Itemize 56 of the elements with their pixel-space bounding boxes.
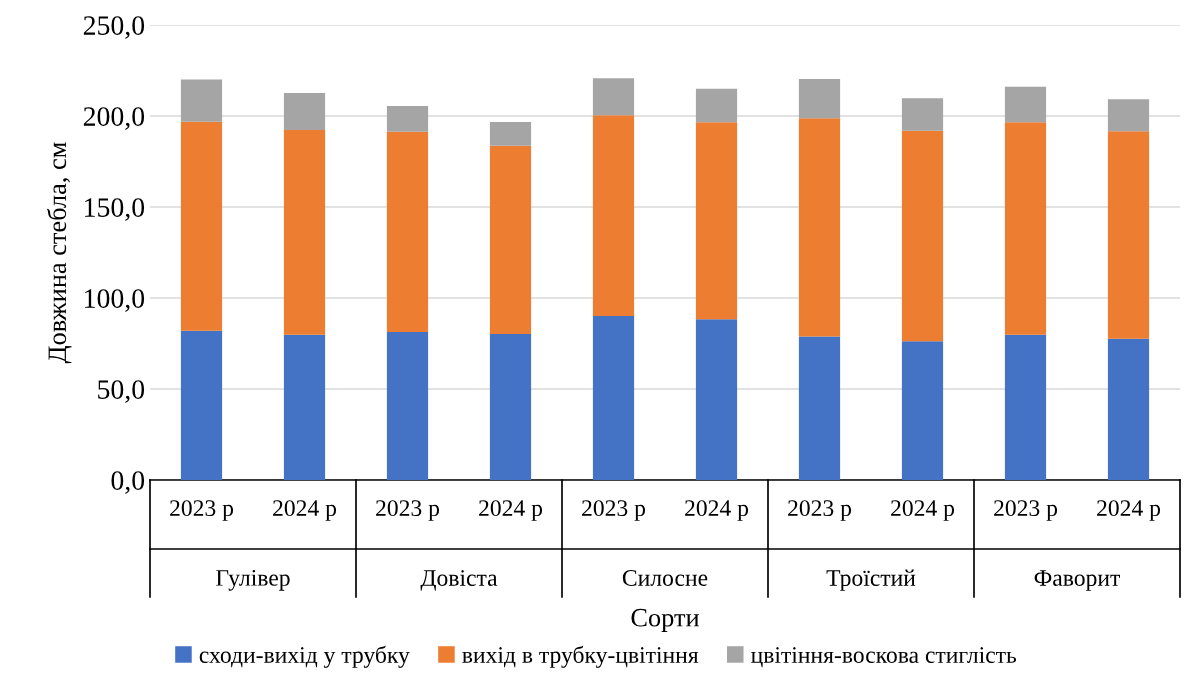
bar — [901, 130, 944, 342]
bar — [180, 79, 223, 122]
bar — [489, 334, 532, 480]
bar — [283, 130, 326, 335]
bar — [283, 93, 326, 131]
x-tick-label: 2023 р — [994, 500, 1058, 521]
bar — [592, 316, 635, 480]
text: Троїстий — [826, 569, 916, 591]
legend-label: сходи-вихід у трубку — [199, 645, 410, 668]
y-tick-label: 250,0 — [83, 16, 145, 39]
legend-label: цвітіння-воскова стиглість — [751, 647, 1017, 668]
bar — [1107, 338, 1150, 480]
y-tick-label: 50,0 — [98, 380, 145, 403]
bar — [695, 319, 738, 480]
bar — [1107, 131, 1150, 339]
x-axis-title: Сорти — [631, 608, 700, 632]
bar — [901, 98, 944, 131]
bar — [695, 88, 738, 123]
y-tick-label: 0,0 — [111, 471, 145, 494]
y-tick-label: 100,0 — [85, 289, 145, 312]
text: Силосне — [622, 570, 708, 586]
bar — [489, 145, 532, 335]
bar — [1004, 122, 1047, 335]
legend-label: вихід в трубку-цвітіння — [462, 645, 699, 668]
bar — [180, 121, 223, 331]
x-tick-label: 2024 р — [1097, 500, 1161, 521]
bar — [1107, 99, 1150, 132]
bar — [1004, 334, 1047, 480]
x-tick-label: 2024 р — [273, 500, 337, 521]
y-tick-label: 150,0 — [85, 198, 145, 221]
x-tick-label: 2024 р — [685, 500, 749, 521]
bar — [798, 336, 841, 480]
x-tick-label: 2023 р — [376, 500, 440, 521]
bar — [592, 78, 635, 116]
x-tick-label: 2023 р — [788, 500, 852, 521]
x-tick-label: 2024 р — [891, 500, 955, 521]
bar — [386, 131, 429, 333]
bar — [592, 115, 635, 317]
bar — [1004, 86, 1047, 123]
bar — [180, 330, 223, 480]
bar — [798, 79, 841, 119]
text: Гулівер — [216, 569, 290, 591]
bar — [798, 118, 841, 337]
bar — [695, 122, 738, 320]
y-axis-title: Довжина стебла, см — [47, 142, 72, 364]
text: Фаворит — [1034, 570, 1120, 591]
x-tick-label: 2023 р — [582, 500, 646, 521]
bar — [386, 332, 429, 480]
bar — [386, 105, 429, 132]
y-tick-label: 200,0 — [83, 107, 145, 130]
bar — [283, 334, 326, 480]
x-tick-label: 2024 р — [479, 500, 543, 521]
x-tick-label: 2023 р — [170, 500, 234, 521]
text: Довіста — [420, 570, 498, 591]
bar — [901, 341, 944, 480]
bar — [489, 122, 532, 146]
